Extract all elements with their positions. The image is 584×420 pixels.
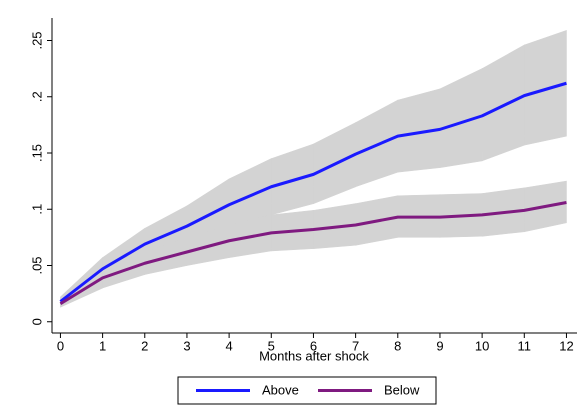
lines [59,81,567,306]
x-tick-label: 5 [268,338,275,353]
confidence-band [523,29,567,146]
x-tick-label: 9 [436,338,443,353]
legend-label: Below [384,382,420,397]
confidence-band [355,99,399,188]
x-tick-label: 12 [559,338,573,353]
x-tick-label: 3 [183,338,190,353]
legend-label: Above [262,382,299,397]
line [59,81,567,303]
y-tick-label: .15 [29,144,44,162]
y-tick-label: .05 [29,256,44,274]
x-tick-label: 6 [310,338,317,353]
x-tick-label: 1 [99,338,106,353]
y-tick-label: .1 [29,204,44,215]
y-tick-label: .2 [29,91,44,102]
y-tick-label: .25 [29,31,44,49]
x-tick-label: 7 [352,338,359,353]
x-tick-label: 2 [141,338,148,353]
x-axis-label: Months after shock [259,348,369,363]
x-tick-label: 11 [518,338,532,353]
x-tick-label: 0 [57,338,64,353]
x-tick-label: 8 [394,338,401,353]
x-tick-label: 10 [475,338,489,353]
confidence-band [481,44,525,162]
line [59,201,567,306]
x-tick-label: 4 [225,338,232,353]
y-tick-label: 0 [29,318,44,325]
